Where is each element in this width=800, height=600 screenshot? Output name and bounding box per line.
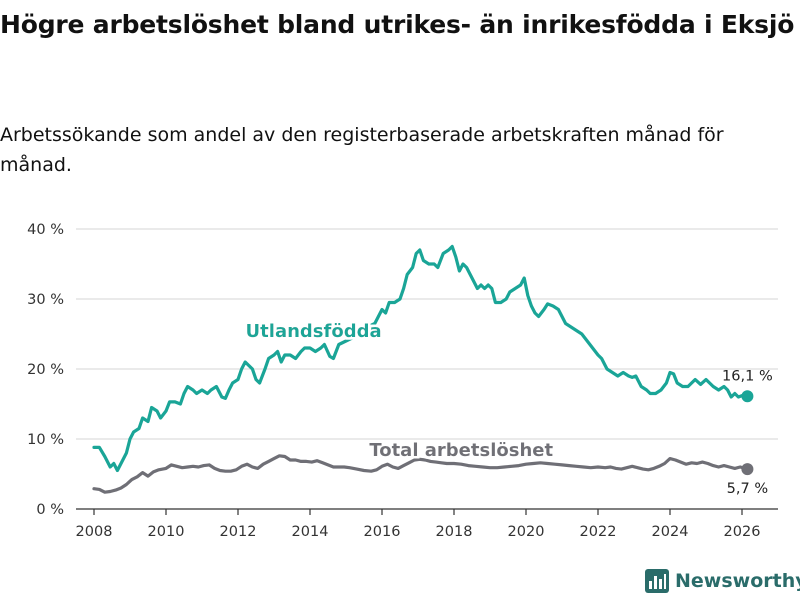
y-tick-label: 30 % (27, 292, 64, 308)
series-line-foreign (92, 244, 749, 473)
end-value-total: 5,7 % (727, 481, 768, 497)
axes: 0 % 10 % 20 % 30 % 40 % 2008 2010 2012 2014 2016 2… (27, 222, 778, 540)
bar-chart-logo-icon (645, 569, 669, 593)
y-tick-label: 0 % (36, 502, 64, 518)
x-tick-label: 2026 (724, 524, 761, 540)
x-tick-label: 2022 (580, 524, 617, 540)
series-labels: Utlandsfödda Total arbetslöshet 16,1 % 5,7 … (246, 321, 773, 497)
x-tick-label: 2018 (436, 524, 473, 540)
series-name-foreign: Utlandsfödda (246, 321, 382, 342)
gridlines (76, 228, 778, 440)
y-tick-label: 20 % (27, 362, 64, 378)
x-tick-label: 2008 (76, 524, 113, 540)
end-point-foreign (741, 390, 754, 403)
series-name-total: Total arbetslöshet (369, 440, 553, 461)
x-tick-label: 2016 (364, 524, 401, 540)
x-tick-label: 2020 (508, 524, 545, 540)
x-tick-label: 2012 (220, 524, 257, 540)
chart-title: Högre arbetslöshet bland utrikes- än inr… (0, 10, 795, 39)
end-point-total (741, 463, 754, 476)
series-lines (92, 244, 754, 494)
newsworthy-logo: Newsworthy (645, 569, 800, 593)
chart-subtitle: Arbetssökande som andel av den registerb… (0, 124, 724, 176)
x-tick-label: 2024 (652, 524, 689, 540)
x-tick-label: 2010 (148, 524, 185, 540)
y-tick-label: 40 % (27, 222, 64, 238)
end-value-foreign: 16,1 % (722, 368, 773, 384)
brand-name: Newsworthy (675, 570, 800, 592)
series-line-total (92, 454, 749, 494)
y-tick-label: 10 % (27, 432, 64, 448)
x-tick-label: 2014 (292, 524, 329, 540)
